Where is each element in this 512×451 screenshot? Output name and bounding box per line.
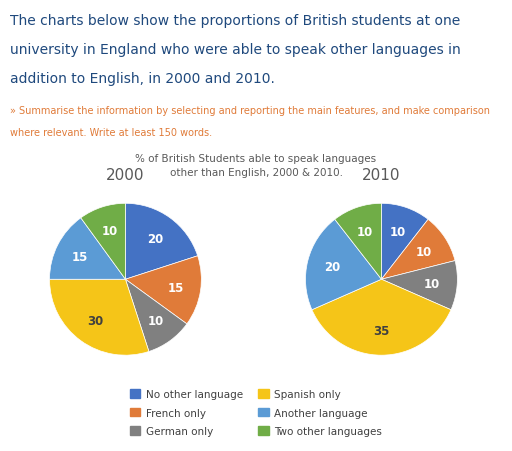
Wedge shape xyxy=(50,280,149,355)
Text: 20: 20 xyxy=(324,261,340,274)
Text: 10: 10 xyxy=(101,225,118,238)
Title: 2010: 2010 xyxy=(362,167,401,182)
Wedge shape xyxy=(381,220,455,280)
Text: 30: 30 xyxy=(88,314,103,327)
Text: 15: 15 xyxy=(167,281,184,294)
Text: addition to English, in 2000 and 2010.: addition to English, in 2000 and 2010. xyxy=(10,72,275,86)
Text: 35: 35 xyxy=(373,324,390,337)
Wedge shape xyxy=(381,204,428,280)
Text: 10: 10 xyxy=(390,225,406,238)
Wedge shape xyxy=(125,280,187,352)
Wedge shape xyxy=(312,280,451,355)
Text: 10: 10 xyxy=(357,225,373,238)
Wedge shape xyxy=(50,218,125,280)
Text: 10: 10 xyxy=(147,314,163,327)
Wedge shape xyxy=(335,204,381,280)
Title: 2000: 2000 xyxy=(106,167,145,182)
Wedge shape xyxy=(125,256,201,324)
Legend: No other language, French only, German only, Spanish only, Another language, Two: No other language, French only, German o… xyxy=(130,389,382,436)
Text: where relevant. Write at least 150 words.: where relevant. Write at least 150 words… xyxy=(10,128,212,138)
Wedge shape xyxy=(381,261,457,310)
Text: university in England who were able to speak other languages in: university in England who were able to s… xyxy=(10,43,461,57)
Text: 20: 20 xyxy=(147,232,163,245)
Text: 10: 10 xyxy=(416,245,432,258)
Text: The charts below show the proportions of British students at one: The charts below show the proportions of… xyxy=(10,14,460,28)
Text: » Summarise the information by selecting and reporting the main features, and ma: » Summarise the information by selecting… xyxy=(10,106,490,116)
Wedge shape xyxy=(81,204,125,280)
Wedge shape xyxy=(125,204,198,280)
Text: 15: 15 xyxy=(72,250,88,263)
Text: 10: 10 xyxy=(424,277,440,290)
Wedge shape xyxy=(306,220,381,310)
Text: % of British Students able to speak languages
other than English, 2000 & 2010.: % of British Students able to speak lang… xyxy=(136,154,376,178)
